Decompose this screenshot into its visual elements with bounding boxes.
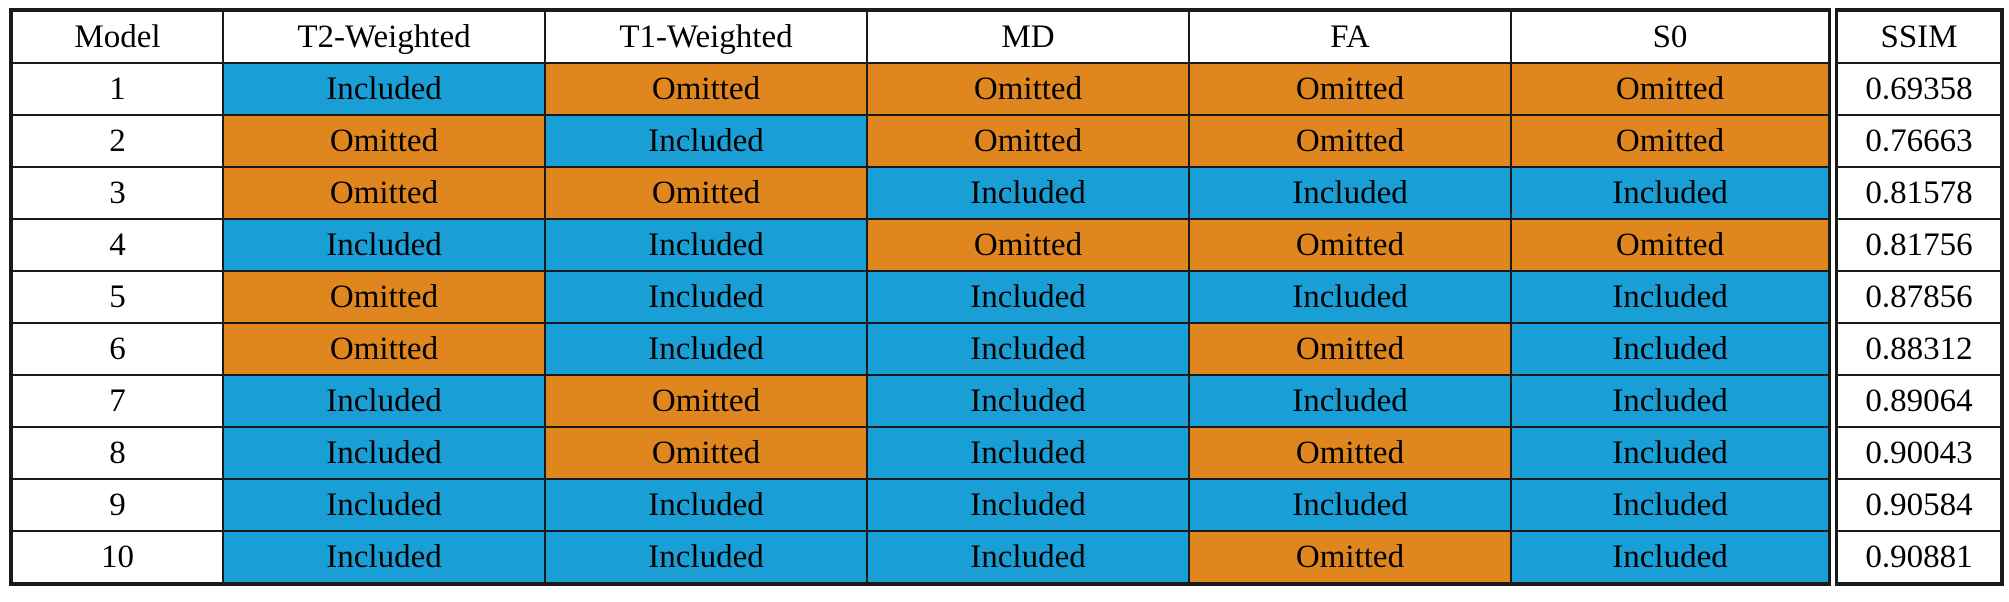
- cell-t2-weighted-row-1: Included: [222, 62, 546, 116]
- cell-s0-row-7: Included: [1510, 374, 1834, 428]
- table-body: 1 Included Omitted Omitted Omitted Omitted 0.6…: [10, 62, 2003, 585]
- cell-t1-weighted-row-8: Omitted: [544, 426, 868, 480]
- cell-ssim-row-1: 0.69358: [1828, 62, 2003, 116]
- cell-fa-row-9: Included: [1188, 478, 1512, 532]
- cell-s0-row-2: Omitted: [1510, 114, 1834, 168]
- cell-t1-weighted-row-4: Included: [544, 218, 868, 272]
- cell-model-row-3: 3: [10, 166, 224, 220]
- table-row-model-10: 10 Included Included Included Omitted Include…: [10, 530, 2003, 585]
- cell-t1-weighted-row-7: Omitted: [544, 374, 868, 428]
- cell-s0-row-10: Included: [1510, 530, 1834, 585]
- cell-s0-row-3: Included: [1510, 166, 1834, 220]
- cell-ssim-row-4: 0.81756: [1828, 218, 2003, 272]
- cell-model-row-6: 6: [10, 322, 224, 376]
- header-md: MD: [866, 9, 1190, 64]
- cell-model-row-9: 9: [10, 478, 224, 532]
- cell-t2-weighted-row-6: Omitted: [222, 322, 546, 376]
- cell-fa-row-10: Omitted: [1188, 530, 1512, 585]
- cell-t2-weighted-row-8: Included: [222, 426, 546, 480]
- cell-ssim-row-5: 0.87856: [1828, 270, 2003, 324]
- header-s0: S0: [1510, 9, 1834, 64]
- cell-t2-weighted-row-5: Omitted: [222, 270, 546, 324]
- cell-ssim-row-7: 0.89064: [1828, 374, 2003, 428]
- cell-s0-row-4: Omitted: [1510, 218, 1834, 272]
- cell-t2-weighted-row-4: Included: [222, 218, 546, 272]
- cell-t1-weighted-row-6: Included: [544, 322, 868, 376]
- table-row-model-5: 5 Omitted Included Included Included Included…: [10, 270, 2003, 324]
- cell-t2-weighted-row-3: Omitted: [222, 166, 546, 220]
- cell-t2-weighted-row-7: Included: [222, 374, 546, 428]
- table-row-model-7: 7 Included Omitted Included Included Included…: [10, 374, 2003, 428]
- cell-fa-row-5: Included: [1188, 270, 1512, 324]
- cell-ssim-row-2: 0.76663: [1828, 114, 2003, 168]
- cell-md-row-9: Included: [866, 478, 1190, 532]
- cell-fa-row-4: Omitted: [1188, 218, 1512, 272]
- cell-md-row-3: Included: [866, 166, 1190, 220]
- table-row-model-3: 3 Omitted Omitted Included Included Included 0…: [10, 166, 2003, 220]
- cell-t1-weighted-row-5: Included: [544, 270, 868, 324]
- header-t2-weighted: T2-Weighted: [222, 9, 546, 64]
- cell-model-row-2: 2: [10, 114, 224, 168]
- cell-fa-row-1: Omitted: [1188, 62, 1512, 116]
- header-fa: FA: [1188, 9, 1512, 64]
- cell-md-row-7: Included: [866, 374, 1190, 428]
- table-row-model-1: 1 Included Omitted Omitted Omitted Omitted 0.6…: [10, 62, 2003, 116]
- cell-ssim-row-9: 0.90584: [1828, 478, 2003, 532]
- cell-md-row-5: Included: [866, 270, 1190, 324]
- cell-s0-row-8: Included: [1510, 426, 1834, 480]
- cell-md-row-8: Included: [866, 426, 1190, 480]
- cell-model-row-7: 7: [10, 374, 224, 428]
- cell-model-row-10: 10: [10, 530, 224, 585]
- cell-model-row-1: 1: [10, 62, 224, 116]
- table-row-model-8: 8 Included Omitted Included Omitted Included 0…: [10, 426, 2003, 480]
- cell-ssim-row-3: 0.81578: [1828, 166, 2003, 220]
- cell-ssim-row-8: 0.90043: [1828, 426, 2003, 480]
- cell-t2-weighted-row-10: Included: [222, 530, 546, 585]
- cell-md-row-2: Omitted: [866, 114, 1190, 168]
- cell-model-row-5: 5: [10, 270, 224, 324]
- header-model: Model: [10, 9, 224, 64]
- cell-md-row-6: Included: [866, 322, 1190, 376]
- cell-t1-weighted-row-2: Included: [544, 114, 868, 168]
- table-row-model-6: 6 Omitted Included Included Omitted Included 0…: [10, 322, 2003, 376]
- cell-fa-row-8: Omitted: [1188, 426, 1512, 480]
- cell-t2-weighted-row-9: Included: [222, 478, 546, 532]
- cell-s0-row-1: Omitted: [1510, 62, 1834, 116]
- table-row-model-2: 2 Omitted Included Omitted Omitted Omitted 0.7…: [10, 114, 2003, 168]
- cell-fa-row-7: Included: [1188, 374, 1512, 428]
- cell-s0-row-6: Included: [1510, 322, 1834, 376]
- model-feature-ssim-table: Model T2-Weighted T1-Weighted MD FA S0 S…: [9, 8, 2004, 586]
- cell-t1-weighted-row-3: Omitted: [544, 166, 868, 220]
- header-ssim: SSIM: [1828, 9, 2003, 64]
- cell-t1-weighted-row-10: Included: [544, 530, 868, 585]
- cell-md-row-1: Omitted: [866, 62, 1190, 116]
- header-t1-weighted: T1-Weighted: [544, 9, 868, 64]
- cell-s0-row-5: Included: [1510, 270, 1834, 324]
- cell-md-row-10: Included: [866, 530, 1190, 585]
- cell-model-row-4: 4: [10, 218, 224, 272]
- cell-fa-row-3: Included: [1188, 166, 1512, 220]
- cell-model-row-8: 8: [10, 426, 224, 480]
- cell-s0-row-9: Included: [1510, 478, 1834, 532]
- cell-fa-row-6: Omitted: [1188, 322, 1512, 376]
- cell-ssim-row-6: 0.88312: [1828, 322, 2003, 376]
- cell-t2-weighted-row-2: Omitted: [222, 114, 546, 168]
- cell-ssim-row-10: 0.90881: [1828, 530, 2003, 585]
- cell-t1-weighted-row-1: Omitted: [544, 62, 868, 116]
- table-row-model-4: 4 Included Included Omitted Omitted Omitted 0.…: [10, 218, 2003, 272]
- cell-md-row-4: Omitted: [866, 218, 1190, 272]
- header-row: Model T2-Weighted T1-Weighted MD FA S0 S…: [10, 9, 2003, 64]
- table-row-model-9: 9 Included Included Included Included Include…: [10, 478, 2003, 532]
- cell-t1-weighted-row-9: Included: [544, 478, 868, 532]
- cell-fa-row-2: Omitted: [1188, 114, 1512, 168]
